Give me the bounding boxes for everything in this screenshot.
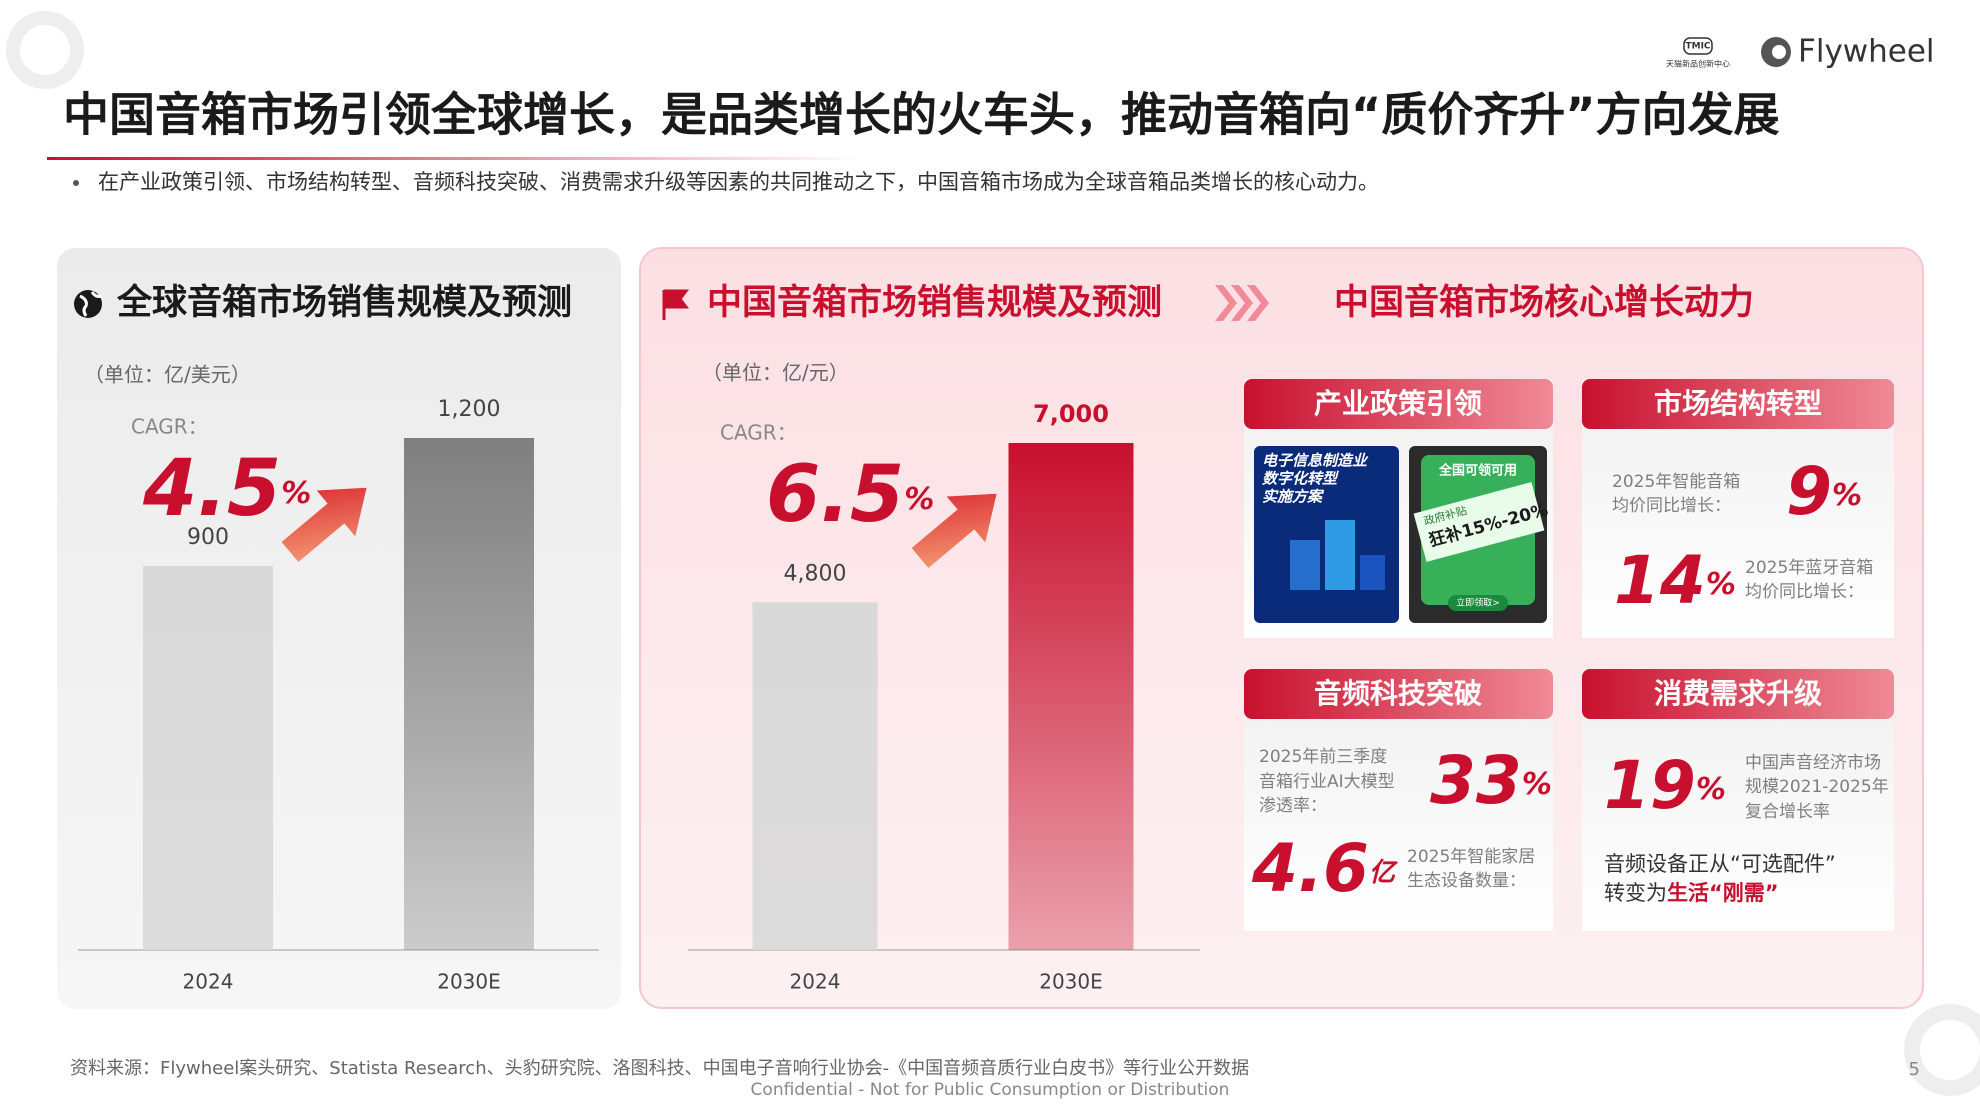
poster-art: [1360, 555, 1385, 590]
value-label: 7,000: [1033, 400, 1109, 428]
title-rule: [47, 157, 867, 160]
value-label: 1,200: [438, 397, 501, 422]
poster-art: [1325, 520, 1355, 590]
card-title: 市场结构转型: [1654, 387, 1822, 420]
card-header: [1582, 379, 1894, 429]
stat-label: 2025年前三季度: [1259, 747, 1387, 767]
logo-tmic-sub: 天猫新品创新中心: [1666, 59, 1730, 69]
poster-text: 全国可领可用: [1438, 463, 1517, 479]
value-label: 4,800: [784, 561, 847, 586]
card: 市场结构转型 2025年智能音箱 均价同比增长： 9% 14% 2025年蓝牙音…: [1582, 379, 1894, 638]
card-title: 音频科技突破: [1314, 677, 1482, 710]
poster-text: 数字化转型: [1262, 470, 1339, 488]
chart-unit: （单位：亿/元）: [702, 361, 849, 385]
flag-icon: [662, 289, 689, 320]
poster-button: [1448, 595, 1508, 611]
stat-label: 2025年智能音箱: [1612, 472, 1740, 492]
card: 音频科技突破 2025年前三季度 音箱行业AI大模型 渗透率： 33% 4.6亿…: [1244, 669, 1553, 931]
x-tick-label: 2030E: [1039, 970, 1103, 994]
logo-frame: [1683, 37, 1713, 55]
poster-text: 实施方案: [1262, 488, 1325, 506]
stat-label: 音箱行业AI大模型: [1259, 772, 1395, 792]
card-title: 产业政策引领: [1314, 387, 1482, 420]
value-label: 900: [187, 525, 229, 550]
cagr-label: CAGR：: [131, 415, 208, 439]
chart-title: 中国音箱市场销售规模及预测: [707, 282, 1162, 323]
stat-value: 4.6亿: [1251, 830, 1399, 907]
note: 音频设备正从“可选配件”: [1604, 852, 1836, 876]
stat-value: 14%: [1614, 542, 1736, 619]
chevrons: [1215, 285, 1269, 321]
stat-label: 规模2021-2025年: [1745, 777, 1889, 797]
bullet-text: 在产业政策引领、市场结构转型、音频科技突破、消费需求升级等因素的共同推动之下，中…: [98, 170, 1379, 194]
chart-unit: （单位：亿/美元）: [84, 363, 251, 387]
cagr-value: 4.5%: [142, 444, 311, 534]
chart-title: 全球音箱市场销售规模及预测: [116, 282, 572, 323]
stat-label: 生态设备数量：: [1407, 871, 1526, 891]
cagr-label: CAGR：: [720, 421, 797, 445]
card-header: [1582, 669, 1894, 719]
decoration: [6, 11, 84, 89]
logo-mark: [1772, 45, 1786, 59]
card: 消费需求升级 19% 中国声音经济市场 规模2021-2025年 复合增长率 音…: [1582, 669, 1894, 931]
page-title: 中国音箱市场引领全球增长，是品类增长的火车头，推动音箱向“质价齐升”方向发展: [63, 88, 1779, 142]
card-header: [1244, 379, 1553, 429]
stat-label: 2025年蓝牙音箱: [1745, 558, 1873, 578]
stat-label: 均价同比增长：: [1612, 496, 1731, 516]
stat-value: 33%: [1430, 742, 1552, 819]
cagr-value: 6.5%: [766, 450, 934, 540]
poster-text: 电子信息制造业: [1262, 452, 1369, 470]
x-tick-label: 2024: [790, 970, 841, 994]
card-title: 消费需求升级: [1654, 677, 1822, 710]
section-title: 中国音箱市场核心增长动力: [1334, 282, 1754, 323]
stat-label: 中国声音经济市场: [1745, 753, 1881, 773]
logo-tmic: TMIC: [1685, 42, 1710, 52]
globe-icon: [74, 290, 102, 318]
confidential: Confidential - Not for Public Consumptio…: [751, 1080, 1230, 1100]
stat-label: 2025年智能家居: [1407, 847, 1535, 867]
stat-label: 渗透率：: [1259, 796, 1327, 816]
card: 产业政策引领 电子信息制造业 数字化转型 实施方案 全国可领可用 政府补贴 狂补…: [1244, 379, 1553, 638]
globe-icon: [79, 291, 103, 317]
bar: [752, 602, 878, 950]
bar: [1008, 443, 1134, 950]
x-tick-label: 2024: [183, 970, 234, 994]
x-tick-label: 2030E: [437, 970, 501, 994]
note: 转变为生活“刚需”: [1604, 881, 1779, 905]
logo-flywheel: Flywheel: [1798, 34, 1935, 70]
stat-label: 复合增长率: [1745, 802, 1830, 822]
stat-value: 9%: [1786, 453, 1862, 530]
growth-arrow: [911, 493, 997, 568]
bar: [404, 438, 534, 950]
growth-arrow: [281, 487, 367, 562]
stat-value: 19%: [1604, 747, 1726, 824]
bar: [143, 566, 273, 950]
bullet-dot: [73, 180, 79, 186]
poster-art: [1290, 540, 1320, 590]
page-number: 5: [1909, 1059, 1920, 1080]
poster-text: 立即领取>: [1456, 597, 1500, 609]
source: 资料来源：Flywheel案头研究、Statista Research、头豹研究…: [70, 1058, 1249, 1079]
decoration: [1904, 1004, 1980, 1096]
card-header: [1244, 669, 1553, 719]
stat-label: 均价同比增长：: [1745, 582, 1864, 602]
poster-ticket: [1413, 482, 1545, 562]
